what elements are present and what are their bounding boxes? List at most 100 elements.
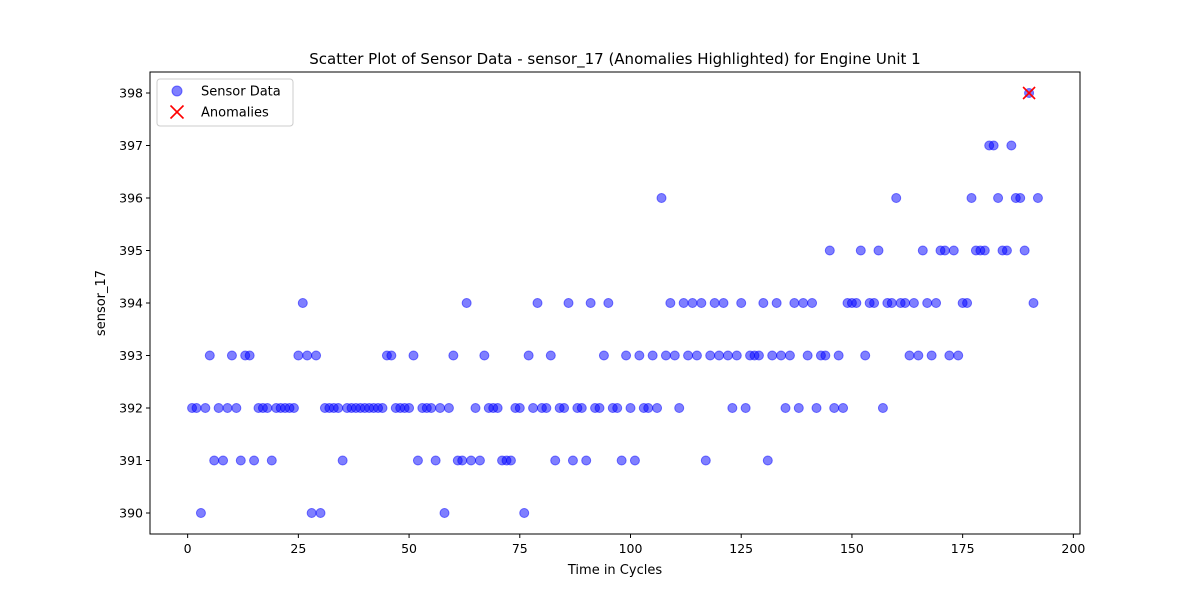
data-point (408, 350, 419, 361)
data-point (784, 350, 795, 361)
data-point (430, 455, 441, 466)
data-point (262, 403, 273, 413)
x-tick-label: 175 (951, 541, 975, 556)
y-tick-label: 392 (119, 401, 143, 416)
data-point (691, 350, 702, 361)
data-point (541, 403, 552, 413)
data-point (904, 350, 915, 361)
data-point (213, 403, 224, 413)
x-tick-label: 150 (840, 541, 864, 556)
data-point (266, 455, 277, 466)
x-axis-label: Time in Cycles (567, 563, 662, 578)
legend: Sensor Data Anomalies (156, 78, 294, 127)
data-point (505, 455, 516, 466)
data-point (979, 245, 990, 256)
x-tick-label: 100 (619, 541, 643, 556)
y-tick-label: 391 (119, 453, 143, 468)
data-point (678, 298, 689, 308)
data-point (833, 350, 844, 361)
data-point (687, 298, 698, 308)
data-point (962, 298, 973, 308)
data-point (302, 350, 313, 361)
data-point (519, 508, 530, 518)
data-point (993, 193, 1004, 203)
y-tick-label: 397 (119, 138, 143, 153)
data-point (1015, 193, 1026, 203)
data-point (855, 245, 866, 256)
data-point (443, 403, 454, 413)
data-point (621, 350, 632, 361)
data-point (448, 350, 459, 361)
data-point (851, 298, 862, 308)
chart-title: Scatter Plot of Sensor Data - sensor_17 … (309, 50, 920, 69)
data-point (696, 298, 707, 308)
data-point (709, 298, 720, 308)
data-point (793, 403, 804, 413)
data-point (674, 403, 685, 413)
data-point (226, 350, 237, 361)
data-point (377, 403, 388, 413)
data-point (900, 298, 911, 308)
anomaly-point (1022, 86, 1036, 100)
data-point (222, 403, 233, 413)
x-tick-label: 125 (729, 541, 753, 556)
data-point (948, 245, 959, 256)
data-point (461, 298, 472, 308)
data-point (665, 298, 676, 308)
data-point (922, 298, 933, 308)
data-point (776, 350, 787, 361)
data-point (913, 350, 924, 361)
data-point (585, 298, 596, 308)
x-tick-label: 75 (512, 541, 528, 556)
data-point (926, 350, 937, 361)
data-point (195, 508, 206, 518)
data-point (1032, 193, 1043, 203)
x-axis-ticks: 0 25 50 75 100 125 150 175 200 (184, 534, 1085, 556)
data-point (731, 350, 742, 361)
data-point (789, 298, 800, 308)
y-tick-label: 394 (119, 296, 143, 311)
data-point (293, 350, 304, 361)
data-point (209, 455, 220, 466)
legend-marker-anomalies (169, 104, 185, 120)
data-point (479, 350, 490, 361)
data-point (306, 508, 317, 518)
data-point (669, 350, 680, 361)
data-point (412, 455, 423, 466)
data-point (771, 298, 782, 308)
data-point (705, 350, 716, 361)
x-tick-label: 50 (401, 541, 417, 556)
data-point (297, 298, 308, 308)
data-point (869, 298, 880, 308)
data-point (567, 455, 578, 466)
data-point (337, 455, 348, 466)
data-point (758, 298, 769, 308)
y-tick-label: 398 (119, 86, 143, 101)
data-point (629, 455, 640, 466)
data-point (528, 403, 539, 413)
y-axis-ticks: 390 391 392 393 394 395 396 397 398 (119, 86, 150, 521)
data-point (988, 140, 999, 151)
data-point (944, 350, 955, 361)
data-point (426, 403, 437, 413)
data-point (598, 350, 609, 361)
data-point (545, 350, 556, 361)
data-point (1001, 245, 1012, 256)
data-point (231, 403, 242, 413)
data-point (470, 403, 481, 413)
data-point (966, 193, 977, 203)
y-axis-label: sensor_17 (94, 270, 109, 336)
data-point (594, 403, 605, 413)
legend-box (156, 78, 294, 127)
data-point (767, 350, 778, 361)
data-point (953, 350, 964, 361)
data-point (435, 403, 446, 413)
data-point (386, 350, 397, 361)
data-point (616, 455, 627, 466)
data-point (931, 298, 942, 308)
data-point (204, 350, 215, 361)
y-tick-label: 395 (119, 243, 143, 258)
data-point (457, 455, 468, 466)
data-point (439, 508, 450, 518)
